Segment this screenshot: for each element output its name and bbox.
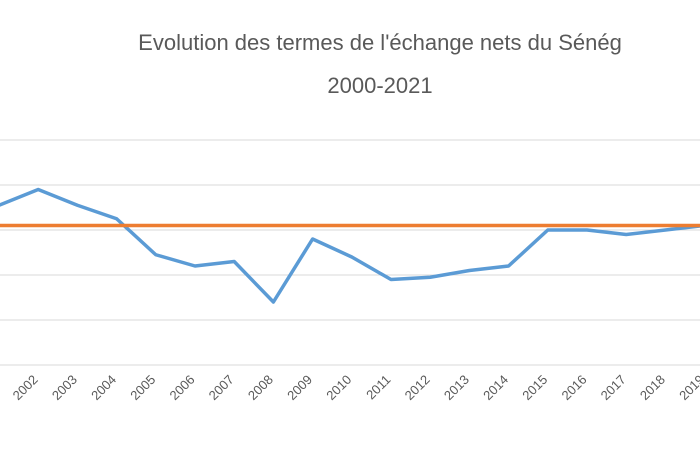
x-tick-label: 2003	[49, 372, 80, 403]
x-tick-label: 2008	[245, 372, 276, 403]
chart-title: 2000-2021	[327, 73, 432, 98]
x-tick-label: 2005	[127, 372, 158, 403]
x-tick-label: 2002	[10, 372, 41, 403]
x-tick-label: 2019	[676, 372, 700, 403]
x-tick-label: 2017	[598, 372, 629, 403]
x-tick-label: 2001	[0, 372, 2, 403]
x-tick-label: 2016	[558, 372, 589, 403]
x-tick-label: 2004	[88, 372, 119, 403]
x-tick-label: 2012	[402, 372, 433, 403]
x-tick-label: 2011	[363, 372, 393, 402]
x-tick-label: 2014	[480, 372, 511, 403]
x-tick-label: 2013	[441, 372, 472, 403]
x-tick-label: 2010	[323, 372, 354, 403]
x-tick-label: 2018	[637, 372, 668, 403]
x-tick-label: 2007	[206, 372, 237, 403]
x-tick-label: 2009	[284, 372, 315, 403]
data-line	[0, 187, 700, 304]
x-tick-label: 2015	[519, 372, 550, 403]
x-tick-label: 2006	[166, 372, 197, 403]
chart-title: Evolution des termes de l'échange nets d…	[138, 30, 622, 55]
